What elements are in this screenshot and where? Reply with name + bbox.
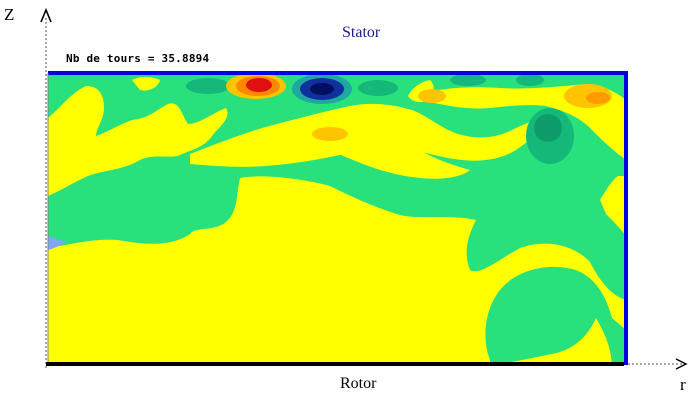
z-axis-label: Z: [4, 6, 14, 23]
revolutions-readout: Nb de tours = 35.8894: [66, 52, 209, 65]
z-axis-arrowhead: [41, 10, 51, 22]
deep-cool-blob-top-4: [516, 74, 544, 86]
r-axis-label: r: [680, 376, 686, 393]
deep-cool-blob-top-1: [186, 78, 230, 94]
revolutions-value: 35.8894: [162, 52, 210, 65]
velocity-contour-field: [48, 73, 626, 364]
rotor-label: Rotor: [340, 376, 376, 392]
stator-label: Stator: [342, 25, 380, 41]
mild-warm-spot-3: [312, 127, 348, 141]
deep-cool-blob-top-3: [450, 74, 486, 86]
warm-spot-2-core: [586, 92, 610, 104]
hot-spot-core: [246, 78, 272, 92]
revolutions-text: Nb de tours =: [66, 52, 162, 65]
deep-cool-blob-top-2: [358, 80, 398, 96]
mild-warm-spot-1: [418, 89, 446, 103]
cold-spot-core: [310, 83, 334, 95]
deep-cool-blob-right-core: [534, 114, 562, 142]
